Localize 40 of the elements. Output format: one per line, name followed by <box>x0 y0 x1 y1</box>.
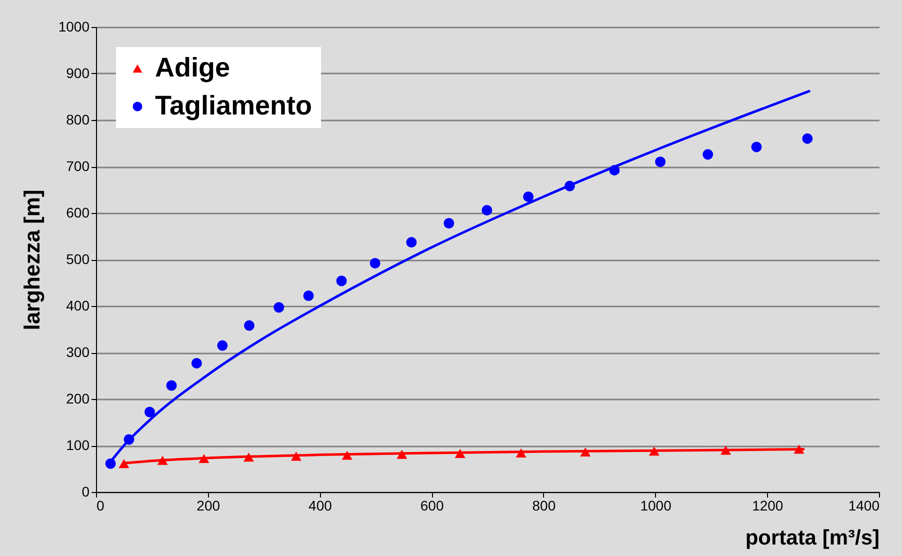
x-tick-label: 0 <box>96 498 104 514</box>
y-tick-label: 0 <box>82 484 90 500</box>
point <box>802 133 813 144</box>
point <box>144 406 155 418</box>
point <box>336 276 347 286</box>
x-tick-label: 1200 <box>752 498 784 514</box>
y-tick-label: 800 <box>66 112 90 128</box>
point <box>244 320 254 331</box>
x-tick-label: 1400 <box>848 498 880 514</box>
x-tick-label: 600 <box>420 498 444 514</box>
x-tick-label: 200 <box>196 498 220 514</box>
y-tick-label: 100 <box>66 437 90 453</box>
point <box>406 237 417 248</box>
x-tick-label: 1000 <box>640 498 672 514</box>
point <box>655 156 666 168</box>
y-tick-label: 1000 <box>58 18 90 34</box>
point <box>444 218 454 228</box>
point <box>191 358 202 368</box>
y-tick-label: 500 <box>66 251 90 267</box>
x-axis-title: portata [m³/s] <box>745 526 880 550</box>
y-axis-title: larghezza [m] <box>19 190 44 330</box>
point <box>370 258 380 268</box>
point <box>274 302 284 313</box>
point <box>482 204 492 216</box>
y-tick-label: 300 <box>66 344 90 360</box>
x-tick-label: 800 <box>532 498 556 514</box>
y-tick-label: 700 <box>66 158 90 174</box>
point <box>217 340 228 351</box>
legend-label: Adige <box>155 52 230 82</box>
y-tick-label: 600 <box>66 204 90 220</box>
legend-label: Tagliamento <box>155 90 312 120</box>
point <box>702 149 714 160</box>
x-tick-label: 400 <box>308 498 332 514</box>
point <box>303 290 314 302</box>
point <box>166 380 177 391</box>
point <box>751 142 762 152</box>
y-tick-label: 200 <box>66 390 90 406</box>
y-tick-label: 400 <box>66 298 90 314</box>
point <box>523 191 534 202</box>
y-tick-label: 900 <box>66 65 90 81</box>
